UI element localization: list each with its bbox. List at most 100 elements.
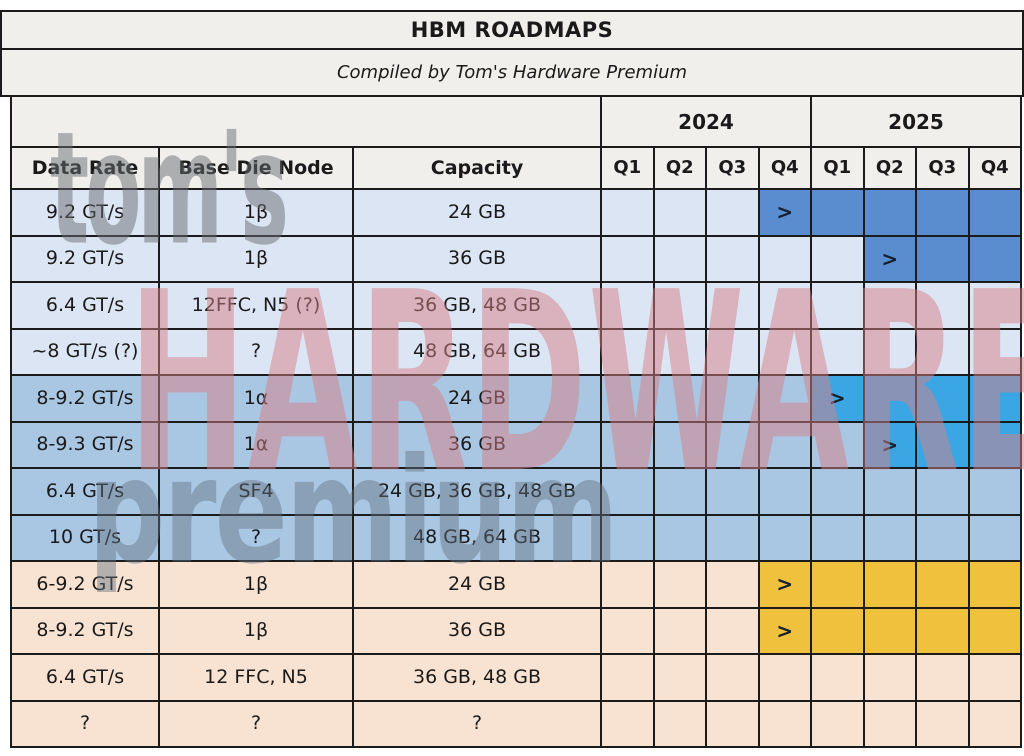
quarter-cell-empty	[917, 329, 968, 374]
quarter-cell-empty	[654, 608, 705, 653]
quarter-cell-launch: >	[812, 376, 863, 421]
capacity-cell: 48 GB, 64 GB	[354, 329, 600, 374]
quarter-cell-filled	[969, 236, 1020, 281]
column-header-base-die-node: Base Die Node	[160, 148, 352, 188]
quarter-cell-empty	[707, 283, 758, 328]
quarter-cell-empty	[864, 515, 915, 560]
quarter-cell-filled	[969, 608, 1020, 653]
quarter-cell-filled	[917, 608, 968, 653]
quarter-cell-empty	[812, 655, 863, 700]
capacity-cell: 48 GB, 64 GB	[354, 515, 600, 560]
column-header-capacity: Capacity	[354, 148, 600, 188]
data-rate-cell: 9.2 GT/s	[12, 190, 158, 235]
quarter-cell-launch: >	[759, 562, 810, 607]
quarter-cell-empty	[917, 515, 968, 560]
column-header-data-rate: Data Rate	[12, 148, 158, 188]
base-die-node-cell: ?	[160, 515, 352, 560]
data-rate-cell: ?	[12, 701, 158, 746]
quarter-cell-empty	[707, 469, 758, 514]
base-die-node-cell: 1β	[160, 562, 352, 607]
quarter-cell-empty	[759, 422, 810, 467]
capacity-cell: 24 GB	[354, 190, 600, 235]
quarter-cell-empty	[654, 469, 705, 514]
quarter-cell-filled	[864, 190, 915, 235]
quarter-cell-filled	[969, 190, 1020, 235]
year-header-2025: 2025	[812, 97, 1020, 146]
quarter-cell-empty	[707, 422, 758, 467]
quarter-cell-empty	[812, 283, 863, 328]
quarter-cell-empty	[917, 469, 968, 514]
base-die-node-cell: 1α	[160, 376, 352, 421]
quarter-cell-filled	[917, 376, 968, 421]
quarter-cell-empty	[654, 190, 705, 235]
quarter-cell-empty	[654, 515, 705, 560]
data-rate-cell: 8-9.2 GT/s	[12, 608, 158, 653]
year-row-spacer	[12, 97, 600, 146]
quarter-cell-empty	[602, 422, 653, 467]
quarter-cell-empty	[707, 608, 758, 653]
quarter-cell-empty	[969, 515, 1020, 560]
quarter-cell-empty	[759, 701, 810, 746]
quarter-cell-empty	[864, 655, 915, 700]
base-die-node-cell: ?	[160, 701, 352, 746]
capacity-cell: 24 GB	[354, 562, 600, 607]
quarter-cell-launch: >	[759, 608, 810, 653]
quarter-cell-filled	[917, 190, 968, 235]
capacity-cell: 36 GB	[354, 236, 600, 281]
quarter-cell-empty	[812, 469, 863, 514]
quarter-cell-empty	[864, 329, 915, 374]
quarter-cell-empty	[864, 469, 915, 514]
quarter-cell-empty	[759, 655, 810, 700]
base-die-node-cell: 1α	[160, 422, 352, 467]
quarter-cell-empty	[707, 701, 758, 746]
quarter-header-2025-Q4: Q4	[969, 148, 1020, 188]
capacity-cell: 36 GB, 48 GB	[354, 283, 600, 328]
quarter-cell-filled	[812, 562, 863, 607]
quarter-cell-empty	[812, 701, 863, 746]
quarter-cell-empty	[707, 376, 758, 421]
quarter-cell-filled	[864, 608, 915, 653]
quarter-header-2024-Q3: Q3	[707, 148, 758, 188]
quarter-header-2024-Q2: Q2	[654, 148, 705, 188]
quarter-cell-empty	[917, 701, 968, 746]
quarter-cell-empty	[812, 236, 863, 281]
quarter-cell-empty	[969, 329, 1020, 374]
quarter-cell-empty	[759, 283, 810, 328]
capacity-cell: 24 GB, 36 GB, 48 GB	[354, 469, 600, 514]
base-die-node-cell: 12 FFC, N5	[160, 655, 352, 700]
quarter-cell-empty	[602, 236, 653, 281]
quarter-cell-empty	[917, 655, 968, 700]
quarter-cell-filled	[812, 608, 863, 653]
quarter-cell-empty	[654, 283, 705, 328]
data-rate-cell: ~8 GT/s (?)	[12, 329, 158, 374]
quarter-cell-empty	[969, 701, 1020, 746]
page-title: HBM ROADMAPS	[0, 10, 1024, 50]
capacity-cell: 24 GB	[354, 376, 600, 421]
capacity-cell: 36 GB	[354, 608, 600, 653]
quarter-cell-empty	[969, 469, 1020, 514]
quarter-header-2024-Q4: Q4	[759, 148, 810, 188]
quarter-cell-empty	[602, 283, 653, 328]
quarter-cell-filled	[917, 236, 968, 281]
quarter-cell-empty	[759, 469, 810, 514]
data-rate-cell: 8-9.2 GT/s	[12, 376, 158, 421]
quarter-cell-empty	[602, 515, 653, 560]
quarter-cell-filled	[969, 562, 1020, 607]
quarter-cell-empty	[812, 422, 863, 467]
data-rate-cell: 8-9.3 GT/s	[12, 422, 158, 467]
quarter-cell-empty	[917, 283, 968, 328]
base-die-node-cell: SF4	[160, 469, 352, 514]
quarter-cell-empty	[707, 236, 758, 281]
quarter-header-2025-Q2: Q2	[864, 148, 915, 188]
data-rate-cell: 6.4 GT/s	[12, 469, 158, 514]
capacity-cell: 36 GB	[354, 422, 600, 467]
data-rate-cell: 10 GT/s	[12, 515, 158, 560]
quarter-cell-empty	[759, 376, 810, 421]
quarter-cell-empty	[602, 376, 653, 421]
quarter-cell-filled	[864, 376, 915, 421]
quarter-cell-empty	[602, 469, 653, 514]
quarter-cell-empty	[707, 515, 758, 560]
quarter-cell-empty	[602, 562, 653, 607]
base-die-node-cell: 1β	[160, 236, 352, 281]
data-rate-cell: 6.4 GT/s	[12, 283, 158, 328]
